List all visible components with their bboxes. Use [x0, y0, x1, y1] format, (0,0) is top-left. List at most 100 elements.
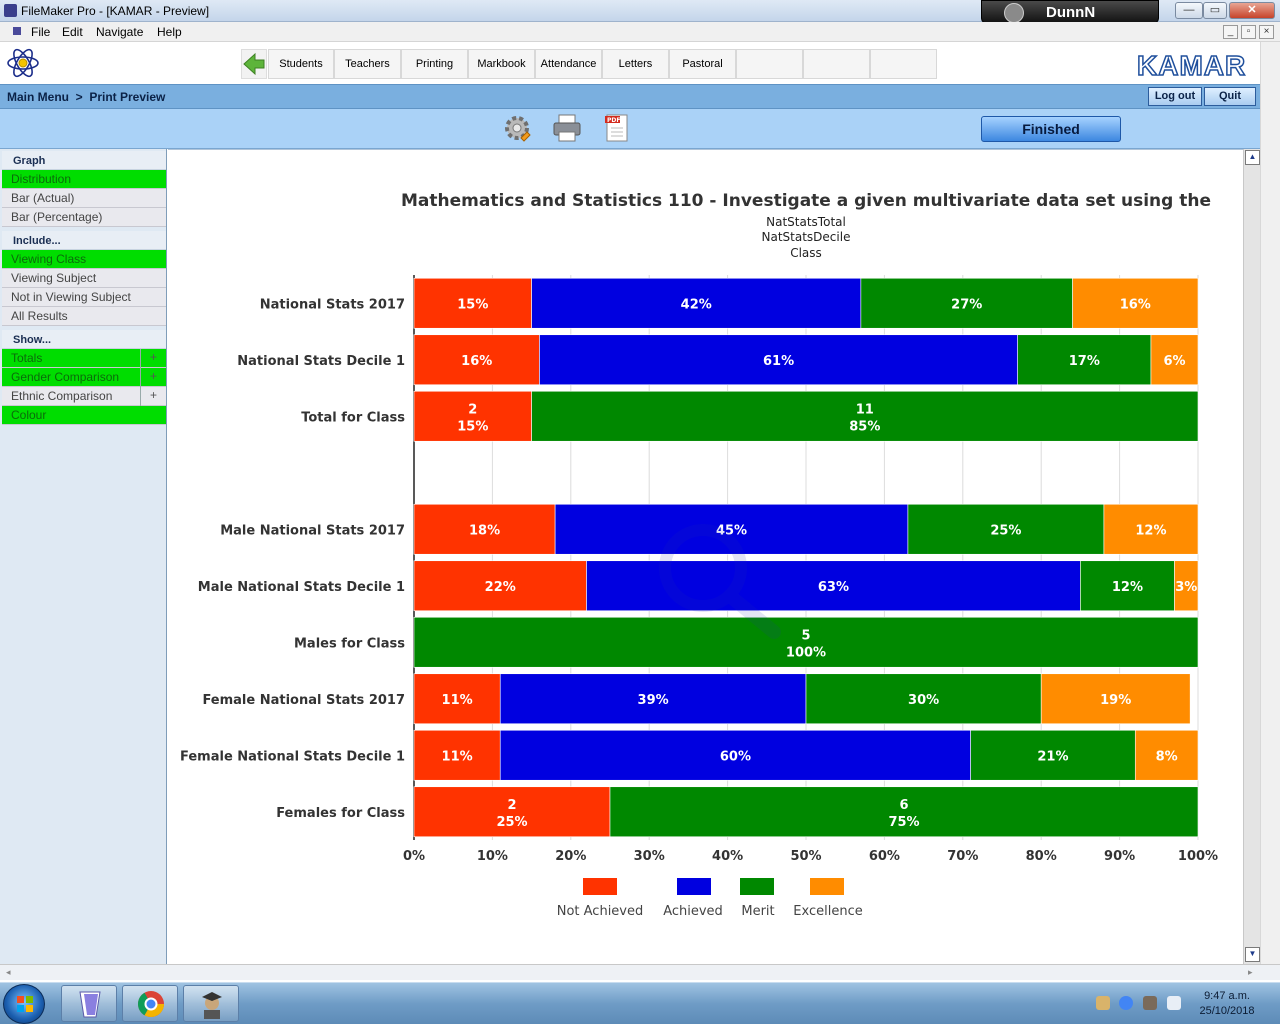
- tab-attendance[interactable]: Attendance: [535, 49, 602, 79]
- tab-empty-2[interactable]: [803, 49, 870, 79]
- horizontal-scrollbar[interactable]: ◂ ▸: [0, 964, 1280, 980]
- close-button[interactable]: ✕: [1229, 2, 1275, 19]
- chrome-icon: [137, 991, 165, 1018]
- sidebar-item-colour[interactable]: Colour: [2, 406, 166, 425]
- bar-value-label: 85%: [849, 419, 880, 434]
- logout-button[interactable]: Log out: [1148, 87, 1202, 106]
- kamar-icon: [202, 992, 222, 1019]
- kamar-atom-logo[interactable]: [6, 45, 40, 81]
- mdi-minimize-button[interactable]: _: [1223, 25, 1238, 39]
- x-tick-label: 40%: [712, 849, 743, 864]
- bar-value-label: 25%: [496, 815, 527, 830]
- category-label: Males for Class: [294, 636, 405, 651]
- tab-teachers[interactable]: Teachers: [334, 49, 401, 79]
- tray-chrome-icon[interactable]: [1119, 996, 1133, 1010]
- sidebar-item-viewing-class[interactable]: Viewing Class: [2, 250, 166, 269]
- x-tick-label: 60%: [869, 849, 900, 864]
- taskbar-chrome[interactable]: [122, 985, 178, 1022]
- bar-count-label: 2: [507, 798, 516, 813]
- sidebar-item-gender-comparison[interactable]: Gender Comparison: [2, 368, 166, 387]
- bar-value-label: 8%: [1156, 749, 1178, 764]
- legend-label: Achieved: [663, 904, 723, 919]
- tray-network-icon[interactable]: [1167, 996, 1181, 1010]
- totals-expand-button[interactable]: +: [140, 349, 166, 368]
- tab-empty-1[interactable]: [736, 49, 803, 79]
- tab-empty-3[interactable]: [870, 49, 937, 79]
- sidebar-item-all-results[interactable]: All Results: [2, 307, 166, 326]
- system-clock[interactable]: 9:47 a.m. 25/10/2018: [1196, 989, 1258, 1019]
- bar-value-label: 18%: [469, 523, 500, 538]
- bar-segment: [539, 334, 1018, 386]
- printer-icon[interactable]: [551, 112, 583, 144]
- quit-button[interactable]: Quit: [1204, 87, 1256, 106]
- bar-value-label: 27%: [951, 297, 982, 312]
- bar-value-label: 100%: [786, 645, 826, 660]
- bar-segment: [609, 786, 1199, 838]
- scroll-left-icon[interactable]: ◂: [6, 967, 11, 977]
- bar-segment: [1174, 560, 1199, 612]
- menu-navigate[interactable]: Navigate: [96, 25, 144, 39]
- finished-button[interactable]: Finished: [981, 116, 1121, 142]
- sidebar-item-not-in-viewing-subject[interactable]: Not in Viewing Subject: [2, 288, 166, 307]
- bar-segment: [1017, 334, 1152, 386]
- bar-value-label: 61%: [763, 354, 794, 369]
- bar-segment: [413, 786, 611, 838]
- tab-letters[interactable]: Letters: [602, 49, 669, 79]
- pdf-icon[interactable]: PDF: [601, 112, 633, 144]
- filemaker-icon: [79, 991, 101, 1018]
- bar-value-label: 19%: [1100, 693, 1131, 708]
- taskbar-filemaker[interactable]: [61, 985, 117, 1022]
- taskbar-kamar[interactable]: [183, 985, 239, 1022]
- menu-edit[interactable]: Edit: [62, 25, 83, 39]
- bar-value-label: 22%: [485, 580, 516, 595]
- minimize-button[interactable]: —: [1175, 2, 1203, 19]
- user-name: DunnN: [1046, 4, 1096, 21]
- sidebar-item-viewing-subject[interactable]: Viewing Subject: [2, 269, 166, 288]
- chart-subtitle-2: NatStatsDecile: [762, 230, 851, 244]
- ethnic-comparison-expand-button[interactable]: +: [140, 387, 166, 406]
- sidebar-item-bar-percentage[interactable]: Bar (Percentage): [2, 208, 166, 227]
- user-avatar-icon: [1004, 3, 1024, 23]
- x-axis-ticks: 0% 10% 20% 30% 40% 50% 60% 70% 80% 90% 100%: [403, 849, 1218, 864]
- gender-comparison-expand-button[interactable]: +: [140, 368, 166, 387]
- scroll-right-icon[interactable]: ▸: [1248, 967, 1253, 977]
- tab-markbook[interactable]: Markbook: [468, 49, 535, 79]
- user-badge[interactable]: DunnN: [981, 0, 1159, 24]
- chart-title: Mathematics and Statistics 110 - Investi…: [401, 191, 1211, 211]
- bar-segment: [413, 277, 532, 329]
- maximize-button[interactable]: ▭: [1203, 2, 1227, 19]
- scroll-down-icon[interactable]: ▼: [1245, 947, 1260, 962]
- sidebar-item-ethnic-comparison[interactable]: Ethnic Comparison: [2, 387, 166, 406]
- gear-icon[interactable]: [501, 112, 533, 144]
- tab-printing[interactable]: Printing: [401, 49, 468, 79]
- back-button[interactable]: [241, 49, 267, 79]
- legend-label: Not Achieved: [557, 904, 644, 919]
- category-labels: National Stats 2017 National Stats Decile…: [180, 297, 405, 821]
- mdi-close-button[interactable]: ×: [1259, 25, 1274, 39]
- bar-value-label: 39%: [638, 693, 669, 708]
- menu-file[interactable]: File: [31, 25, 51, 39]
- vertical-scrollbar[interactable]: ▲ ▼: [1243, 149, 1260, 964]
- mdi-restore-button[interactable]: ▫: [1241, 25, 1256, 39]
- window-title: FileMaker Pro - [KAMAR - Preview]: [21, 4, 210, 18]
- clock-time: 9:47 a.m.: [1204, 990, 1250, 1002]
- x-tick-label: 30%: [634, 849, 665, 864]
- scroll-up-icon[interactable]: ▲: [1245, 150, 1260, 165]
- tab-students[interactable]: Students: [268, 49, 334, 79]
- x-tick-label: 100%: [1178, 849, 1218, 864]
- bar-count-label: 2: [468, 402, 477, 417]
- sidebar-item-totals[interactable]: Totals: [2, 349, 166, 368]
- menu-help[interactable]: Help: [157, 25, 182, 39]
- sidebar-item-distribution[interactable]: Distribution: [2, 170, 166, 189]
- bar-count-label: 11: [856, 402, 874, 417]
- sidebar-item-label: Totals: [11, 351, 43, 365]
- sidebar-item-bar-actual[interactable]: Bar (Actual): [2, 189, 166, 208]
- back-arrow-icon: [243, 52, 265, 76]
- tray-kamar-icon[interactable]: [1143, 996, 1157, 1010]
- x-tick-label: 70%: [947, 849, 978, 864]
- tray-user-icon[interactable]: [1096, 996, 1110, 1010]
- start-button[interactable]: [3, 984, 45, 1024]
- tab-pastoral[interactable]: Pastoral: [669, 49, 736, 79]
- chart-subtitle-1: NatStatsTotal: [766, 215, 846, 229]
- category-label: National Stats Decile 1: [237, 354, 405, 369]
